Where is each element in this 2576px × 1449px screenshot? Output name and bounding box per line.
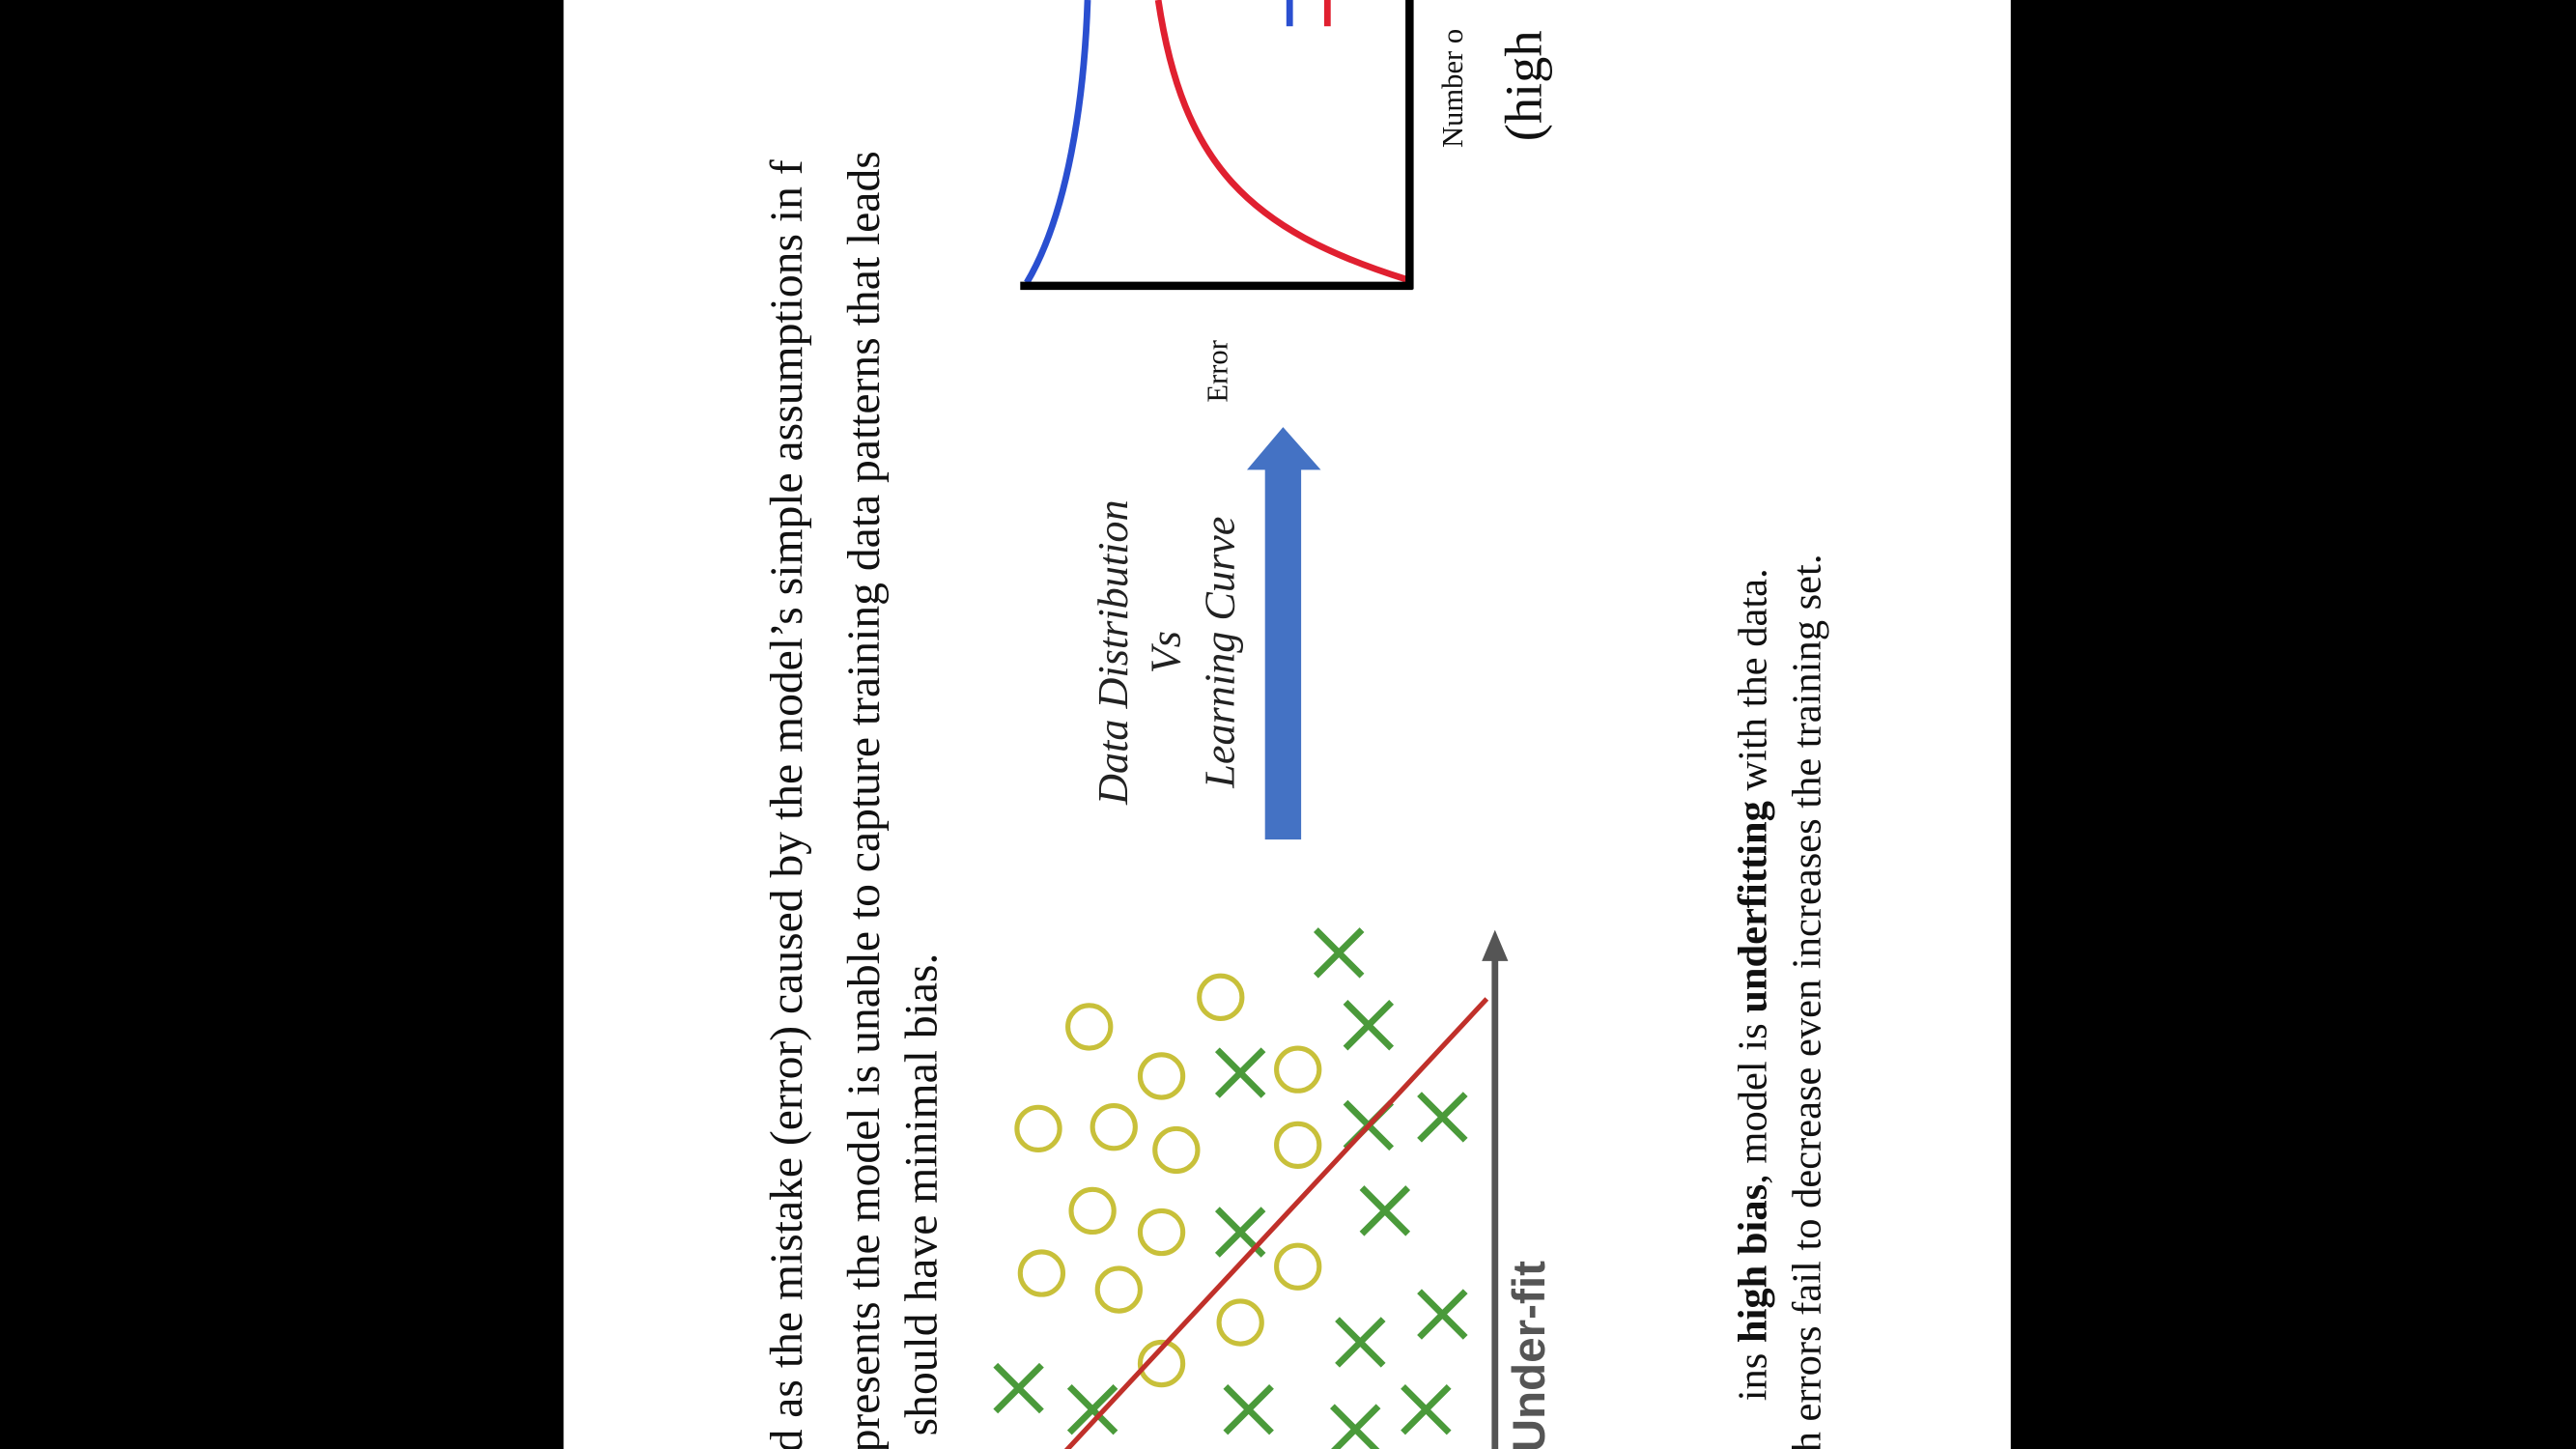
figure-title: Learning Curve	[1196, 517, 1243, 789]
figure-title: Vs	[1142, 631, 1189, 673]
x-axis-label: Number o	[1436, 29, 1469, 148]
paragraph-line: h errors fail to decrease even increases…	[1785, 554, 1830, 1449]
underfit-label: Under-fit	[1504, 1261, 1555, 1449]
emphasis: underfitting	[1730, 801, 1775, 1013]
curve-caption: (high	[1494, 30, 1552, 141]
scatter-diagram	[993, 927, 1509, 1449]
paragraph-line: ins high bias, model is underfitting wit…	[1730, 538, 1775, 1449]
y-axis-label: Error	[1202, 340, 1234, 403]
paragraph-line: presents the model is unable to capture …	[839, 151, 890, 1449]
emphasis: high bias	[1730, 1184, 1775, 1343]
arrow	[1246, 427, 1321, 840]
text: ins	[1730, 1343, 1775, 1401]
figure-title: Data Distribution	[1090, 499, 1137, 806]
text: with the data.	[1730, 568, 1775, 801]
text: , model is	[1730, 1013, 1775, 1184]
learning-curve	[1020, 0, 1414, 291]
circles	[1014, 973, 1322, 1388]
paragraph-line: should have minimal bias.	[897, 953, 948, 1436]
paragraph-line: d as the mistake (error) caused by the m…	[762, 159, 812, 1449]
